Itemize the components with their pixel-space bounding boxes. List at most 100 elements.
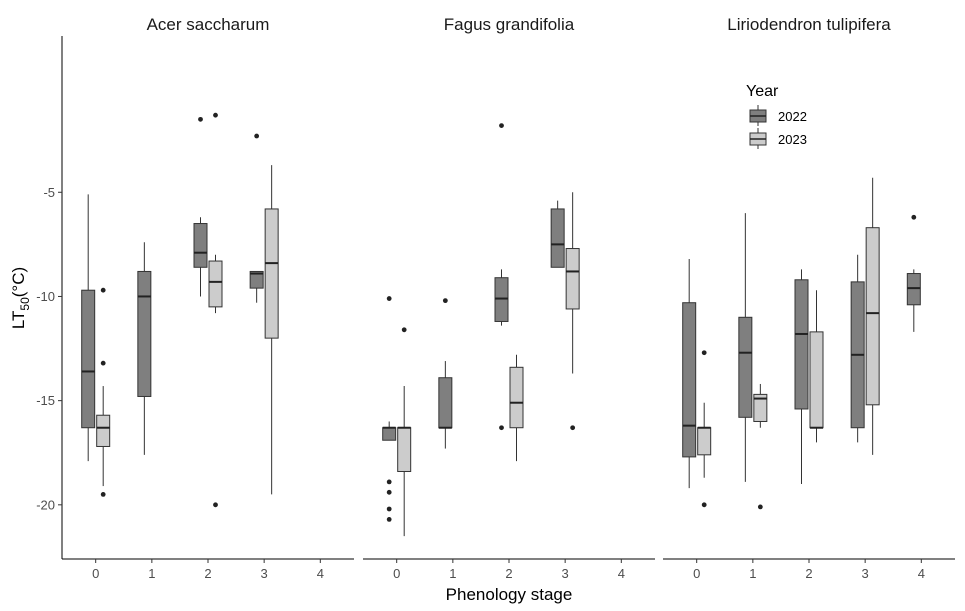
x-tick-label: 1 bbox=[449, 566, 456, 581]
y-axis-title-sub: 50 bbox=[18, 297, 32, 311]
box-2023-stage-2 bbox=[509, 354, 524, 462]
outlier-point bbox=[386, 479, 392, 485]
box-body bbox=[697, 427, 712, 456]
x-tick-label: 3 bbox=[261, 566, 268, 581]
outlier-point bbox=[570, 425, 576, 431]
box-body bbox=[264, 208, 279, 339]
panel-title: Fagus grandifolia bbox=[444, 15, 575, 34]
box-body bbox=[509, 366, 524, 429]
outlier-point bbox=[757, 504, 763, 510]
outlier-point bbox=[386, 517, 392, 522]
box-body bbox=[208, 260, 223, 308]
outlier-point bbox=[100, 360, 106, 366]
box-2022-stage-1 bbox=[137, 242, 152, 455]
box-2022-stage-0 bbox=[81, 194, 96, 462]
x-tick-label: 1 bbox=[749, 566, 756, 581]
box-2022-stage-3 bbox=[850, 254, 865, 443]
box-2022-stage-4 bbox=[906, 214, 921, 332]
box-2022-stage-0 bbox=[682, 258, 697, 489]
x-tick-label: 3 bbox=[862, 566, 869, 581]
outlier-point bbox=[254, 133, 260, 139]
panel-title: Acer saccharum bbox=[147, 15, 270, 34]
box-2022-stage-3 bbox=[550, 200, 565, 268]
outlier-point bbox=[701, 502, 707, 508]
box-2023-stage-2 bbox=[208, 112, 223, 508]
box-2023-stage-0 bbox=[397, 327, 412, 537]
box-body bbox=[249, 270, 264, 289]
y-tick-label: -5 bbox=[43, 185, 55, 200]
legend: Year 2022 2023 bbox=[746, 83, 807, 149]
box-body bbox=[438, 377, 453, 429]
box-2022-stage-3 bbox=[249, 133, 264, 303]
box-2023-stage-3 bbox=[865, 177, 880, 455]
y-tick-label: -20 bbox=[36, 497, 55, 512]
box-body bbox=[550, 208, 565, 268]
box-body bbox=[906, 273, 921, 306]
box-body bbox=[809, 331, 824, 429]
panel-3: Liriodendron tulipifera 0 1 2 3 4 bbox=[663, 15, 955, 581]
box-2022-stage-1 bbox=[438, 298, 453, 449]
outlier-point bbox=[213, 112, 218, 118]
box-body bbox=[494, 277, 509, 322]
outlier-point bbox=[386, 506, 392, 512]
y-axis-title-main: LT bbox=[9, 311, 28, 330]
box-body bbox=[794, 279, 809, 410]
box-2022-stage-2 bbox=[193, 116, 208, 297]
box-body bbox=[382, 427, 397, 441]
box-2022-stage-0 bbox=[382, 296, 397, 522]
box-body bbox=[865, 227, 880, 406]
outlier-point bbox=[198, 116, 203, 122]
y-tick-label: -10 bbox=[36, 289, 55, 304]
legend-label: 2022 bbox=[778, 109, 807, 124]
outlier-point bbox=[911, 214, 917, 220]
box-body bbox=[81, 289, 96, 429]
outlier-point bbox=[100, 287, 106, 293]
x-tick-label: 2 bbox=[805, 566, 812, 581]
outlier-point bbox=[401, 327, 407, 333]
outlier-point bbox=[386, 296, 392, 301]
box-body bbox=[738, 316, 753, 418]
outlier-point bbox=[100, 492, 106, 497]
box-body bbox=[96, 414, 111, 447]
y-tick-label: -15 bbox=[36, 393, 55, 408]
x-tick-label: 0 bbox=[92, 566, 99, 581]
panel-title: Liriodendron tulipifera bbox=[727, 15, 891, 34]
y-axis-title: LT50(°C) bbox=[9, 267, 32, 329]
legend-title: Year bbox=[746, 83, 779, 100]
panel-1: Acer saccharum -20 -15 -10 -5 0 1 2 3 4 bbox=[36, 15, 354, 581]
outlier-point bbox=[701, 350, 707, 356]
outlier-point bbox=[499, 123, 504, 128]
box-body bbox=[565, 248, 580, 310]
legend-key-2022: 2022 bbox=[749, 105, 807, 126]
box-2022-stage-2 bbox=[794, 269, 809, 484]
outlier-point bbox=[386, 489, 392, 495]
x-tick-label: 2 bbox=[505, 566, 512, 581]
x-tick-label: 4 bbox=[918, 566, 925, 581]
x-tick-label: 4 bbox=[317, 566, 324, 581]
y-axis-title-suffix: (°C) bbox=[9, 267, 28, 297]
box-2023-stage-0 bbox=[96, 287, 111, 497]
box-body bbox=[193, 223, 208, 268]
box-2023-stage-0 bbox=[697, 350, 712, 508]
box-body bbox=[753, 393, 768, 422]
legend-key-2023: 2023 bbox=[749, 128, 807, 149]
box-body bbox=[682, 302, 697, 458]
outlier-point bbox=[213, 502, 218, 508]
x-axis-title: Phenology stage bbox=[446, 585, 573, 604]
x-tick-label: 0 bbox=[393, 566, 400, 581]
x-tick-label: 3 bbox=[562, 566, 569, 581]
panel-2: Fagus grandifolia 0 1 2 3 4 bbox=[363, 15, 655, 581]
x-tick-label: 0 bbox=[693, 566, 700, 581]
box-2023-stage-2 bbox=[809, 290, 824, 443]
box-2022-stage-2 bbox=[494, 123, 509, 431]
x-tick-label: 1 bbox=[148, 566, 155, 581]
box-2022-stage-1 bbox=[738, 213, 753, 482]
outlier-point bbox=[442, 298, 448, 304]
box-body bbox=[397, 427, 412, 472]
box-2023-stage-1 bbox=[753, 383, 768, 510]
x-tick-label: 4 bbox=[618, 566, 625, 581]
legend-label: 2023 bbox=[778, 132, 807, 147]
box-2023-stage-3 bbox=[264, 165, 279, 495]
